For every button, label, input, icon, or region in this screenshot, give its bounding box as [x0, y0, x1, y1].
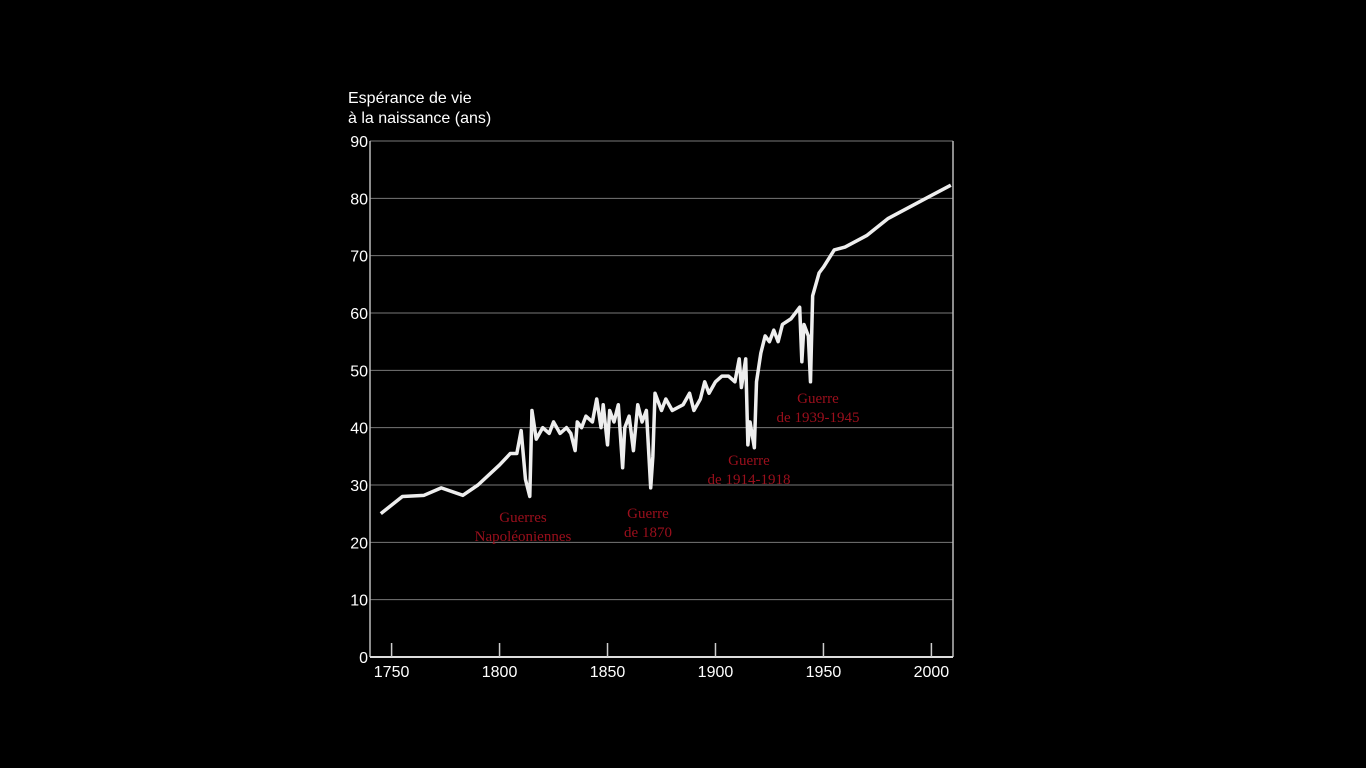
- x-tick-label: 2000: [914, 664, 950, 681]
- y-tick-label: 90: [350, 134, 368, 151]
- y-tick-label: 10: [350, 593, 368, 610]
- annotation: Guerre: [728, 453, 770, 469]
- annotation: Guerres: [499, 510, 547, 526]
- annotation: de 1870: [624, 525, 672, 541]
- y-tick-label: 20: [350, 535, 368, 552]
- y-tick-label: 80: [350, 191, 368, 208]
- y-tick-label: 0: [359, 650, 368, 667]
- x-tick-label: 1800: [482, 664, 518, 681]
- annotation: Napoléoniennes: [475, 529, 572, 545]
- y-tick-label: 50: [350, 363, 368, 380]
- y-tick-label: 40: [350, 421, 368, 438]
- annotation: Guerre: [627, 506, 669, 522]
- data-line: [379, 183, 952, 516]
- x-tick-label: 1900: [698, 664, 734, 681]
- annotation: Guerre: [797, 391, 839, 407]
- y-axis-title: à la naissance (ans): [348, 110, 491, 127]
- annotation: de 1939-1945: [777, 410, 860, 426]
- y-tick-label: 30: [350, 478, 368, 495]
- y-tick-label: 60: [350, 306, 368, 323]
- x-tick-label: 1850: [590, 664, 626, 681]
- x-tick-label: 1950: [806, 664, 842, 681]
- y-tick-label: 70: [350, 249, 368, 266]
- x-tick-label: 1750: [374, 664, 410, 681]
- annotation: de 1914-1918: [708, 472, 791, 488]
- y-axis-title: Espérance de vie: [348, 90, 472, 107]
